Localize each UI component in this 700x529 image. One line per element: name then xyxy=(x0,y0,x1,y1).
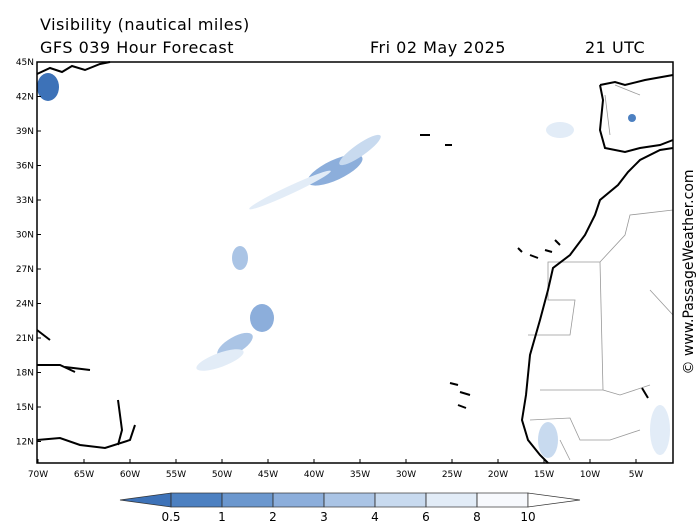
colorbar-segment xyxy=(425,492,478,508)
title: Visibility (nautical miles) xyxy=(40,15,250,34)
colorbar-segment xyxy=(374,492,427,508)
lon-label: 10W xyxy=(580,470,600,480)
lon-label: 25W xyxy=(442,470,462,480)
colorbar-segment xyxy=(272,492,325,508)
lat-label: 12N xyxy=(16,438,34,448)
colorbar-segment xyxy=(323,492,376,508)
lat-label: 39N xyxy=(16,127,34,137)
coastlines xyxy=(36,61,674,464)
borders xyxy=(528,84,674,461)
colorbar-end xyxy=(119,492,172,508)
colorbar-label: 6 xyxy=(422,510,430,524)
map: 45N 42N 39N 36N 33N 30N 27N 24N 21N 18N 15N 12N 70W 6… xyxy=(16,58,674,480)
time: 21 UTC xyxy=(585,38,645,57)
map-background xyxy=(37,62,673,463)
colorbar-label: 1 xyxy=(218,510,226,524)
colorbar-end xyxy=(527,492,581,508)
lon-label: 65W xyxy=(74,470,94,480)
lon-label: 45W xyxy=(258,470,278,480)
lon-label: 35W xyxy=(350,470,370,480)
colorbar-label: 2 xyxy=(269,510,277,524)
colorbar-label: 3 xyxy=(320,510,328,524)
date: Fri 02 May 2025 xyxy=(370,38,506,57)
lon-label: 40W xyxy=(304,470,324,480)
subtitle: GFS 039 Hour Forecast xyxy=(40,38,234,57)
lat-label: 33N xyxy=(16,196,34,206)
colorbar-label: 10 xyxy=(520,510,535,524)
lat-label: 45N xyxy=(16,58,34,68)
lat-label: 30N xyxy=(16,231,34,241)
lon-label: 70W xyxy=(28,470,48,480)
lon-label: 50W xyxy=(212,470,232,480)
colorbar: 0.5 1 2 3 4 6 8 10 xyxy=(119,492,581,524)
visibility-field xyxy=(37,73,670,458)
lat-label: 36N xyxy=(16,162,34,172)
lat-label: 42N xyxy=(16,93,34,103)
lat-label: 27N xyxy=(16,265,34,275)
lon-label: 60W xyxy=(120,470,140,480)
lat-label: 18N xyxy=(16,369,34,379)
lat-label: 15N xyxy=(16,403,34,413)
lon-label: 20W xyxy=(488,470,508,480)
lon-label: 30W xyxy=(396,470,416,480)
lat-label: 24N xyxy=(16,300,34,310)
colorbar-label: 8 xyxy=(473,510,481,524)
colorbar-segment xyxy=(476,492,529,508)
colorbar-segment xyxy=(170,492,223,508)
map-frame xyxy=(36,61,674,464)
colorbar-label: 4 xyxy=(371,510,379,524)
colorbar-segment xyxy=(221,492,274,508)
lon-label: 55W xyxy=(166,470,186,480)
colorbar-label: 0.5 xyxy=(161,510,180,524)
lon-label: 15W xyxy=(534,470,554,480)
lon-label: 5W xyxy=(629,470,644,480)
lat-label: 21N xyxy=(16,334,34,344)
watermark: © www.PassageWeather.com xyxy=(681,169,697,374)
